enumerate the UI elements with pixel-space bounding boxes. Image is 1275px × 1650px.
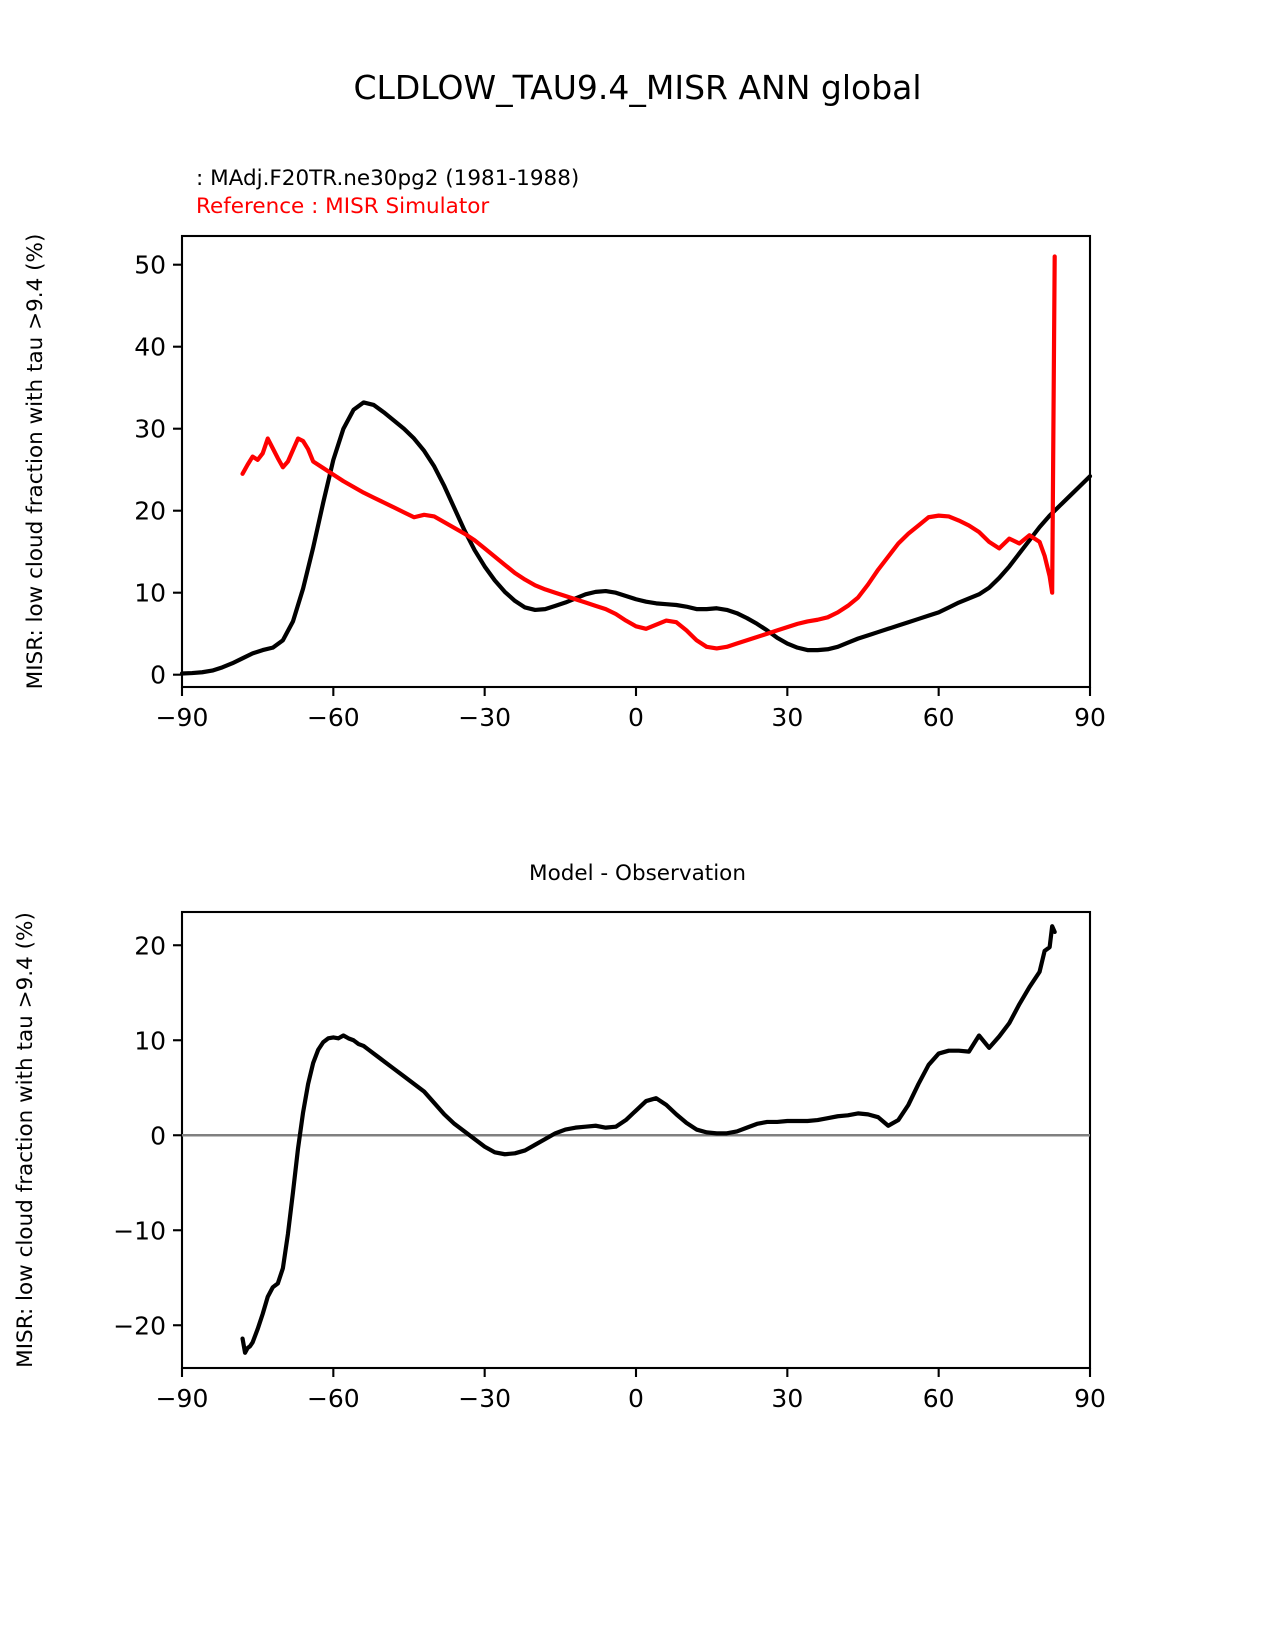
series-line [179, 400, 1093, 676]
y-tick-label: 0 [150, 661, 166, 690]
plot-frame [180, 910, 1092, 1370]
series-line [240, 254, 1057, 651]
bottom-panel-title: Model - Observation [529, 861, 746, 886]
y-tick-label: 40 [134, 333, 166, 362]
x-tick-label: −60 [307, 703, 360, 732]
x-tick-label: 30 [771, 1384, 803, 1413]
x-tick-label: 90 [1074, 1384, 1106, 1413]
y-tick-label: −10 [113, 1216, 166, 1245]
x-tick-label: 0 [628, 703, 644, 732]
x-tick-label: 60 [923, 703, 955, 732]
bottom-panel-plot: −90 −60 −30 0 30 60 90 −20 −10 0 10 20 MISR: low clo… [13, 910, 1106, 1413]
bottom-panel: −90 −60 −30 0 30 60 90 −20 −10 0 10 20 MISR: low clo… [0, 888, 1275, 1413]
legend-model-entry: : MAdj.F20TR.ne30pg2 (1981-1988) [196, 166, 580, 191]
y-tick-label: 50 [134, 251, 166, 280]
legend-reference-entry: Reference : MISR Simulator [196, 194, 490, 220]
y-tick-label: 0 [150, 1121, 166, 1150]
y-tick-label: 30 [134, 415, 166, 444]
x-tick-label: 60 [923, 1384, 955, 1413]
top-panel-plot: −90 −60 −30 0 30 60 90 0 10 20 30 40 50 MISR: low clo… [23, 234, 1106, 732]
figure-title: CLDLOW_TAU9.4_MISR ANN global [353, 68, 922, 107]
series-line [240, 924, 1057, 1355]
x-tick-label: 90 [1074, 703, 1106, 732]
x-tick-label: −30 [458, 1384, 511, 1413]
x-tick-label: −30 [458, 703, 511, 732]
y-axis-title: MISR: low cloud fraction with tau >9.4 (… [13, 912, 38, 1368]
y-tick-label: −20 [113, 1311, 166, 1340]
x-tick-label: −60 [307, 1384, 360, 1413]
y-tick-label: 20 [134, 497, 166, 526]
y-tick-label: 10 [134, 579, 166, 608]
x-tick-label: 0 [628, 1384, 644, 1413]
figure-legend: : MAdj.F20TR.ne30pg2 (1981-1988) Referen… [196, 165, 579, 222]
y-tick-label: 10 [134, 1026, 166, 1055]
top-panel: −90 −60 −30 0 30 60 90 0 10 20 30 40 50 MISR: low clo… [0, 232, 1275, 752]
plot-frame [180, 234, 1092, 689]
x-tick-label: 30 [771, 703, 803, 732]
y-tick-label: 20 [134, 931, 166, 960]
x-tick-label: −90 [156, 1384, 209, 1413]
x-tick-label: −90 [156, 703, 209, 732]
y-axis-title: MISR: low cloud fraction with tau >9.4 (… [23, 234, 48, 690]
